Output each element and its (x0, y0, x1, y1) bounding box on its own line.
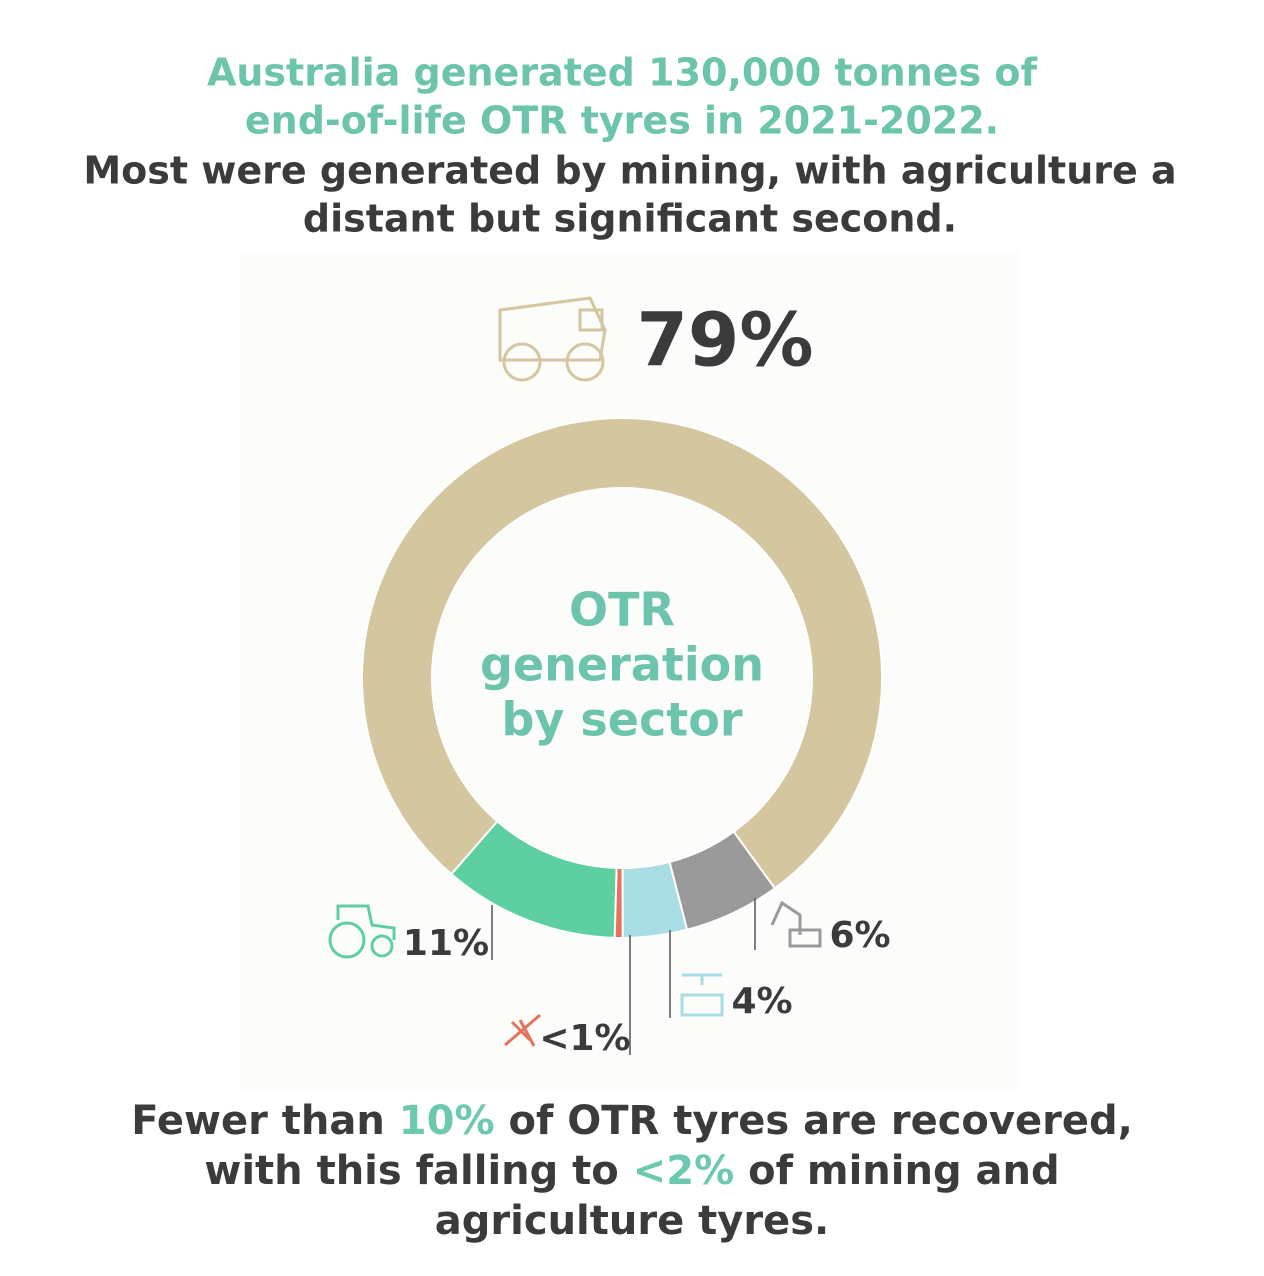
value-label: 4% (731, 981, 792, 1022)
tractor-icon-part (370, 934, 394, 958)
value-label: 11% (403, 923, 489, 964)
factory-icon (680, 973, 724, 1017)
excavator-icon (770, 900, 822, 948)
plane-icon-part (504, 1013, 541, 1047)
value-label: <1% (539, 1018, 630, 1059)
excavator-icon-part (770, 900, 802, 935)
mining-truck-icon-part (565, 342, 605, 382)
factory-icon-part (682, 973, 722, 985)
tractor-icon-part (336, 904, 396, 940)
footnote-line: agriculture tyres. (435, 1198, 829, 1244)
footnote-segment: with this falling to (204, 1148, 632, 1194)
title-line: Australia generated 130,000 tonnes of (207, 51, 1038, 95)
value-label: 79% (636, 298, 813, 384)
tractor-icon (328, 904, 396, 959)
footnote-line: Fewer than 10% of OTR tyres are recovere… (131, 1098, 1133, 1144)
donut-segment (668, 830, 777, 931)
tractor-icon-part (328, 921, 366, 959)
footnote-segment: 10% (399, 1098, 495, 1144)
footnote-segment: of mining and (734, 1148, 1059, 1194)
subtitle-line: Most were generated by mining, with agri… (83, 149, 1176, 193)
donut-segment (361, 417, 883, 890)
center-label: by sector (501, 693, 742, 747)
center-label: generation (480, 638, 764, 692)
mining-truck-icon-part (578, 308, 604, 332)
footnote-segment: of OTR tyres are recovered, (495, 1098, 1133, 1144)
title-line: end-of-life OTR tyres in 2021-2022. (245, 99, 999, 143)
footnote-line: with this falling to <2% of mining and (204, 1148, 1059, 1194)
mining-truck-icon (498, 296, 607, 382)
donut-segment (613, 866, 624, 939)
value-label: 6% (829, 915, 890, 956)
factory-icon-part (680, 993, 724, 1017)
mining-truck-icon-part (502, 342, 542, 382)
excavator-icon-part (788, 928, 822, 948)
footnote-segment: Fewer than (131, 1098, 399, 1144)
center-label: OTR (569, 583, 675, 637)
footnote-segment: <2% (633, 1148, 734, 1194)
footnote-segment: agriculture tyres. (435, 1198, 829, 1244)
mining-truck-icon-part (498, 296, 607, 362)
plane-icon (504, 1013, 541, 1047)
subtitle-line: distant but significant second. (303, 197, 957, 241)
